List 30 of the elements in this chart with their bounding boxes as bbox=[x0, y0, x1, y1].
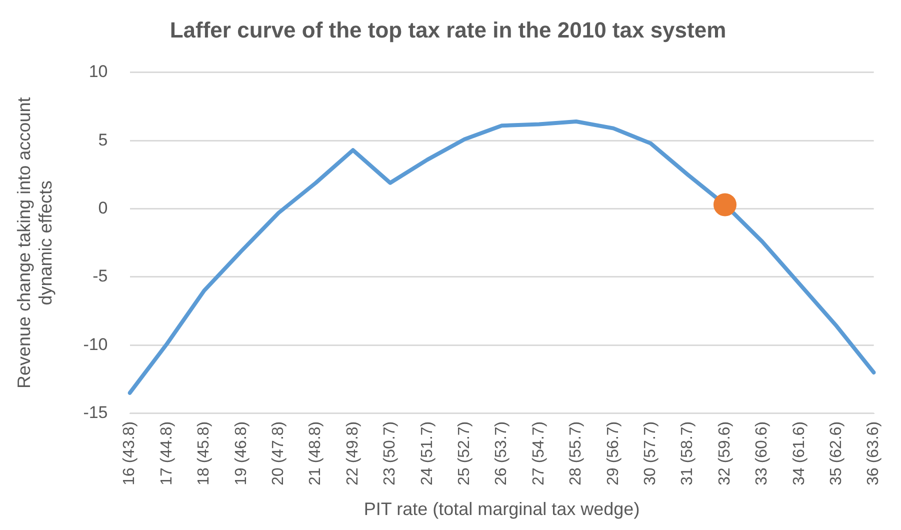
x-tick-label: 26 (53.7) bbox=[493, 421, 510, 486]
x-tick-label: 23 (50.7) bbox=[382, 421, 399, 486]
x-tick-label: 33 (60.6) bbox=[754, 421, 771, 486]
x-tick-label: 31 (58.7) bbox=[679, 421, 696, 486]
x-axis-title: PIT rate (total marginal tax wedge) bbox=[364, 499, 640, 520]
x-tick-label: 20 (47.8) bbox=[270, 421, 287, 486]
x-tick-label: 32 (59.6) bbox=[716, 421, 734, 486]
x-tick-label: 17 (44.8) bbox=[158, 421, 176, 486]
y-axis-title: Revenue change taking into account dynamic effects bbox=[14, 97, 56, 388]
y-tick-label: 0 bbox=[98, 198, 108, 218]
x-tick-label: 28 (55.7) bbox=[568, 421, 585, 486]
x-tick-label: 16 (43.8) bbox=[121, 421, 138, 486]
y-tick-label: -10 bbox=[83, 334, 108, 354]
x-tick-label: 36 (63.6) bbox=[865, 421, 882, 486]
x-tick-label: 35 (62.6) bbox=[828, 421, 846, 486]
x-tick-label: 27 (54.7) bbox=[530, 421, 548, 486]
x-tick-label: 25 (52.7) bbox=[456, 421, 473, 486]
x-tick-label: 29 (56.7) bbox=[604, 421, 622, 486]
chart-title: Laffer curve of the top tax rate in the 2010 tax system bbox=[170, 17, 726, 42]
y-tick-label: 5 bbox=[98, 130, 108, 150]
x-tick-label: 19 (46.8) bbox=[232, 421, 250, 486]
x-tick-label: 22 (49.8) bbox=[344, 421, 362, 486]
y-tick-label: 10 bbox=[88, 62, 108, 82]
x-tick-label: 18 (45.8) bbox=[196, 421, 213, 486]
x-tick-label: 24 (51.7) bbox=[418, 421, 436, 486]
x-tick-label: 21 (48.8) bbox=[307, 421, 324, 486]
x-tick-label: 30 (57.7) bbox=[642, 421, 659, 486]
y-tick-label: -15 bbox=[83, 403, 108, 422]
y-tick-label: -5 bbox=[92, 266, 108, 286]
x-tick-label: 34 (61.6) bbox=[790, 421, 808, 486]
